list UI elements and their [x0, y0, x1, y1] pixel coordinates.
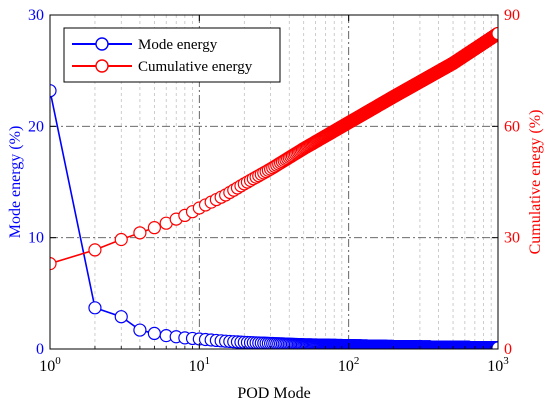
data-point-mode-energy — [114, 310, 128, 324]
y-right-tick-label: 60 — [504, 118, 520, 135]
data-point-cumulative-energy — [50, 257, 57, 271]
data-point-mode-energy — [88, 301, 102, 315]
data-point-cumulative-energy — [114, 232, 128, 247]
plot-frame — [49, 14, 499, 350]
data-point-mode-energy — [50, 84, 57, 98]
y-axis-left-title: Mode energy (%) — [7, 126, 24, 239]
x-tick-label: 100 — [39, 355, 61, 375]
y-right-tick-label: 30 — [504, 230, 520, 247]
series-layer — [50, 26, 498, 349]
data-point-cumulative-energy — [147, 221, 161, 235]
y-left-tick-label: 10 — [28, 230, 44, 247]
y-left-tick-label: 20 — [28, 118, 44, 135]
legend: Mode energy Cumulative energy — [63, 27, 281, 83]
y-left-tick-label: 0 — [36, 341, 44, 358]
series-mode-energy — [50, 84, 498, 349]
x-tick-label: 103 — [487, 355, 509, 375]
data-point-mode-energy — [147, 326, 161, 341]
legend-marker-cumulative-energy — [95, 59, 109, 73]
y-right-tick-label: 0 — [504, 341, 512, 358]
data-point-mode-energy — [133, 323, 147, 337]
y-right-tick-label: 90 — [504, 7, 520, 24]
x-axis-title: POD Mode — [237, 385, 310, 402]
x-tick-label: 102 — [338, 355, 360, 375]
legend-marker-mode-energy — [95, 37, 109, 51]
data-point-cumulative-energy — [133, 226, 147, 240]
data-point-cumulative-energy — [491, 26, 498, 41]
x-tick-label: 101 — [189, 355, 211, 375]
y-axis-right-title: Cumulative enegy (%) — [527, 110, 544, 255]
legend-label-cumulative-energy: Cumulative energy — [138, 59, 253, 75]
data-point-mode-energy — [491, 341, 498, 349]
series-cumulative-energy — [50, 26, 498, 271]
y-left-tick-label: 30 — [28, 7, 44, 24]
data-point-cumulative-energy — [88, 243, 102, 257]
legend-box — [63, 27, 281, 83]
legend-label-mode-energy: Mode energy — [138, 37, 218, 53]
series-line-mode-energy — [50, 90, 498, 349]
